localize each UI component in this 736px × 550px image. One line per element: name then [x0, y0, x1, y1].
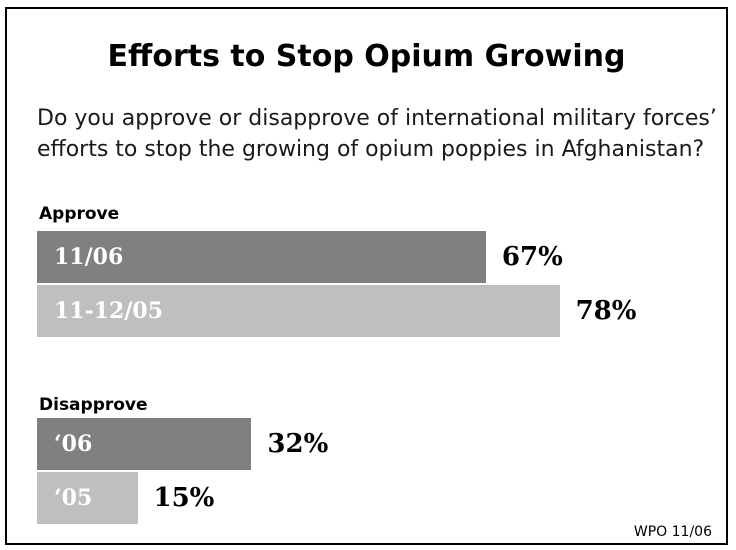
value-label-disapprove-06: 32%: [267, 429, 329, 459]
bar-label-approve-11-12-05: 11-12/05: [54, 298, 164, 324]
value-label-disapprove-05: 15%: [153, 483, 215, 513]
value-label-approve-11-06: 67%: [501, 242, 563, 272]
bar-approve-11-06: 11/06: [37, 231, 486, 283]
survey-question: Do you approve or disapprove of internat…: [37, 106, 717, 162]
chart-frame: Efforts to Stop Opium Growing Do you app…: [5, 7, 728, 545]
chart-title: Efforts to Stop Opium Growing: [107, 39, 626, 74]
value-label-approve-11-12-05: 78%: [575, 296, 637, 326]
bar-disapprove-06: ‘06: [37, 418, 252, 470]
source-note: WPO 11/06: [633, 524, 712, 540]
bar-label-disapprove-05: ‘05: [54, 485, 93, 511]
group-label-approve: Approve: [39, 204, 120, 224]
bar-label-disapprove-06: ‘06: [54, 431, 93, 457]
bar-approve-11-12-05: 11-12/05: [37, 285, 560, 337]
group-label-disapprove: Disapprove: [39, 395, 148, 415]
bar-label-approve-11-06: 11/06: [54, 244, 124, 270]
bar-disapprove-05: ‘05: [37, 472, 138, 524]
